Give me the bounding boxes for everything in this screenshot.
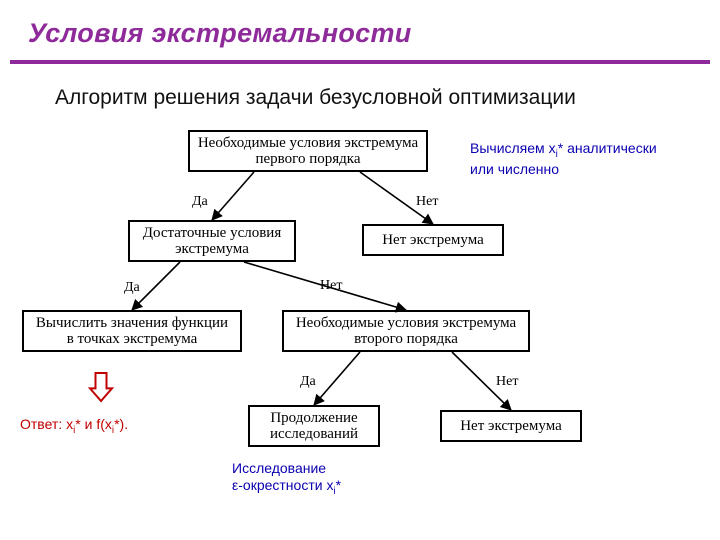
slide-subtitle: Алгоритм решения задачи безусловной опти…: [55, 86, 576, 110]
compute-annotation: Вычисляем xi* аналитически или численно: [470, 140, 657, 177]
flowchart-node: Необходимые условия экстремумавторого по…: [282, 310, 530, 352]
edge-label: Да: [300, 374, 316, 390]
flowchart-node: Продолжениеисследований: [248, 405, 380, 447]
epsilon-annotation: Исследование ε-окрестности xi*: [232, 460, 341, 497]
edge-label: Нет: [416, 194, 438, 210]
slide-title: Условия экстремальности: [28, 18, 412, 49]
edge-label: Нет: [320, 278, 342, 294]
edge-label: Да: [192, 194, 208, 210]
flowchart-node: Вычислить значения функциив точках экстр…: [22, 310, 242, 352]
flowchart-edges: [0, 0, 720, 540]
answer-text: Ответ: xi* и f(xi*).: [20, 416, 128, 436]
title-underline: [10, 60, 710, 64]
flowchart-node: Необходимые условия экстремумапервого по…: [188, 130, 428, 172]
edge-label: Нет: [496, 374, 518, 390]
edge-label: Да: [124, 280, 140, 296]
flowchart-node: Нет экстремума: [362, 224, 504, 256]
flowchart-node: Нет экстремума: [440, 410, 582, 442]
flowchart-node: Достаточные условияэкстремума: [128, 220, 296, 262]
slide: Условия экстремальности Алгоритм решения…: [0, 0, 720, 540]
